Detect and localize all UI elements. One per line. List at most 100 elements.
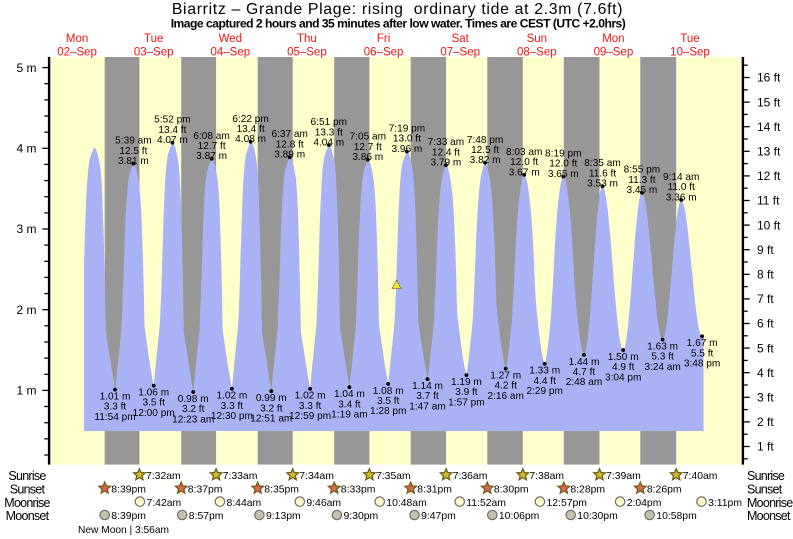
svg-text:Biarritz – Grande Plage: risin: Biarritz – Grande Plage: rising ordinary…	[172, 1, 623, 18]
svg-text:Tue: Tue	[144, 33, 163, 45]
svg-text:3.7 ft: 3.7 ft	[416, 391, 439, 402]
svg-text:13.4 ft: 13.4 ft	[158, 125, 186, 136]
svg-text:1 m: 1 m	[16, 384, 36, 398]
svg-text:1:19 am: 1:19 am	[331, 410, 367, 421]
svg-text:5:39 am: 5:39 am	[115, 136, 151, 147]
svg-text:8:35 am: 8:35 am	[584, 158, 620, 169]
svg-text:6:08 am: 6:08 am	[193, 131, 229, 142]
svg-text:1.06 m: 1.06 m	[138, 388, 169, 399]
svg-text:1.02 m: 1.02 m	[216, 391, 247, 402]
svg-text:3.3 ft: 3.3 ft	[104, 402, 127, 413]
svg-text:5.3 ft: 5.3 ft	[651, 352, 674, 363]
svg-text:11:54 pm: 11:54 pm	[94, 412, 135, 423]
svg-text:13.4 ft: 13.4 ft	[237, 124, 265, 135]
svg-text:12:51 am: 12:51 am	[250, 414, 292, 425]
svg-text:Mon: Mon	[66, 33, 88, 45]
svg-text:3.96 m: 3.96 m	[391, 144, 422, 155]
svg-text:07–Sep: 07–Sep	[440, 46, 480, 58]
svg-text:Sunrise: Sunrise	[747, 469, 785, 483]
svg-text:5:52 pm: 5:52 pm	[154, 115, 190, 126]
svg-text:8:30pm: 8:30pm	[494, 484, 529, 495]
svg-text:11 ft: 11 ft	[757, 194, 780, 208]
svg-text:7:19 pm: 7:19 pm	[389, 124, 425, 135]
svg-text:9:30pm: 9:30pm	[344, 511, 379, 522]
svg-text:10:58pm: 10:58pm	[656, 511, 696, 522]
svg-text:3.65 m: 3.65 m	[548, 169, 579, 180]
svg-text:8:35pm: 8:35pm	[264, 484, 299, 495]
svg-text:12.7 ft: 12.7 ft	[198, 141, 226, 152]
svg-text:3.79 m: 3.79 m	[430, 158, 461, 169]
svg-text:8:31pm: 8:31pm	[417, 484, 452, 495]
svg-text:1:28 pm: 1:28 pm	[370, 406, 406, 417]
svg-text:8:26pm: 8:26pm	[647, 484, 682, 495]
svg-text:3.3 ft: 3.3 ft	[299, 401, 322, 412]
svg-text:6:22 pm: 6:22 pm	[232, 114, 268, 125]
svg-text:7:05 am: 7:05 am	[350, 132, 386, 143]
svg-text:11.3 ft: 11.3 ft	[628, 175, 656, 186]
svg-text:4 m: 4 m	[16, 142, 36, 156]
svg-text:8:37pm: 8:37pm	[188, 484, 223, 495]
svg-text:Sunset: Sunset	[747, 482, 783, 496]
svg-text:3:11pm: 3:11pm	[708, 498, 742, 509]
svg-text:10–Sep: 10–Sep	[670, 46, 710, 58]
svg-text:0.98 m: 0.98 m	[178, 394, 209, 405]
svg-text:9:46am: 9:46am	[306, 498, 341, 509]
svg-text:7:42am: 7:42am	[147, 498, 182, 509]
svg-text:1.50 m: 1.50 m	[608, 352, 639, 363]
svg-text:10 ft: 10 ft	[757, 218, 781, 232]
svg-text:6:51 pm: 6:51 pm	[311, 117, 347, 128]
svg-text:3.67 m: 3.67 m	[509, 167, 540, 178]
svg-text:2:29 pm: 2:29 pm	[526, 386, 562, 397]
svg-text:6 ft: 6 ft	[757, 317, 774, 331]
svg-text:13.0 ft: 13.0 ft	[393, 134, 421, 145]
svg-text:1.01 m: 1.01 m	[100, 392, 131, 403]
svg-text:3.9 ft: 3.9 ft	[455, 387, 478, 398]
svg-text:8:55 pm: 8:55 pm	[624, 165, 660, 176]
svg-text:3.2 ft: 3.2 ft	[260, 403, 283, 414]
svg-text:Moonset: Moonset	[6, 509, 50, 523]
svg-text:16 ft: 16 ft	[757, 71, 781, 85]
svg-text:3.86 m: 3.86 m	[352, 152, 383, 163]
svg-text:9:14 am: 9:14 am	[663, 172, 699, 183]
svg-text:10:06pm: 10:06pm	[499, 511, 539, 522]
svg-text:12:57pm: 12:57pm	[547, 498, 587, 509]
svg-text:7:40am: 7:40am	[683, 471, 718, 482]
svg-text:3.3 ft: 3.3 ft	[221, 401, 244, 412]
svg-text:7:33 am: 7:33 am	[428, 137, 464, 148]
svg-text:8 ft: 8 ft	[757, 268, 774, 282]
svg-text:2:04pm: 2:04pm	[627, 498, 662, 509]
svg-text:1.33 m: 1.33 m	[529, 366, 560, 377]
svg-text:1:47 am: 1:47 am	[409, 401, 445, 412]
svg-text:10:48am: 10:48am	[386, 498, 426, 509]
svg-text:1.67 m: 1.67 m	[687, 338, 718, 349]
svg-text:3.89 m: 3.89 m	[274, 150, 305, 161]
svg-text:7:36am: 7:36am	[453, 471, 488, 482]
svg-text:09–Sep: 09–Sep	[594, 46, 634, 58]
svg-text:9:13pm: 9:13pm	[266, 511, 301, 522]
svg-text:12.5 ft: 12.5 ft	[119, 146, 147, 157]
svg-text:7:48 pm: 7:48 pm	[467, 135, 503, 146]
svg-text:4.4 ft: 4.4 ft	[533, 376, 556, 387]
svg-text:3.81 m: 3.81 m	[118, 156, 149, 167]
svg-text:Moonrise: Moonrise	[4, 496, 50, 510]
svg-text:12:59 pm: 12:59 pm	[289, 411, 331, 422]
svg-text:8:33pm: 8:33pm	[341, 484, 376, 495]
svg-text:4.7 ft: 4.7 ft	[573, 367, 596, 378]
svg-text:3:24 am: 3:24 am	[644, 362, 680, 373]
svg-text:4.08 m: 4.08 m	[235, 134, 266, 145]
svg-text:7:32am: 7:32am	[146, 471, 181, 482]
svg-text:5.5 ft: 5.5 ft	[691, 348, 714, 359]
svg-text:2 m: 2 m	[16, 303, 36, 317]
svg-text:3 m: 3 m	[16, 222, 36, 236]
svg-text:8:39pm: 8:39pm	[111, 511, 146, 522]
svg-text:2:16 am: 2:16 am	[487, 391, 523, 402]
svg-text:4.07 m: 4.07 m	[157, 135, 188, 146]
svg-text:1 ft: 1 ft	[757, 440, 774, 454]
svg-text:New Moon | 3:56am: New Moon | 3:56am	[78, 525, 169, 536]
svg-text:14 ft: 14 ft	[757, 120, 781, 134]
svg-text:0.99 m: 0.99 m	[256, 393, 287, 404]
svg-text:3:04 pm: 3:04 pm	[605, 372, 641, 383]
svg-text:05–Sep: 05–Sep	[287, 46, 327, 58]
svg-text:Sunrise: Sunrise	[8, 469, 46, 483]
svg-text:8:28pm: 8:28pm	[570, 484, 605, 495]
